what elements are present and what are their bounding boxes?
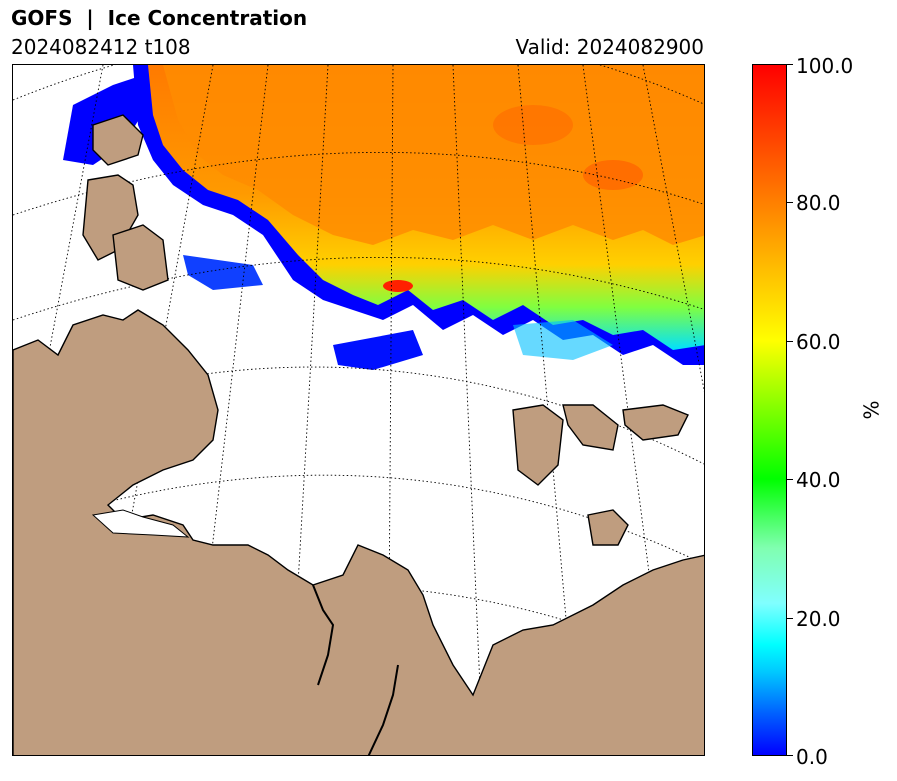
valid-time-label: Valid: 2024082900 (515, 35, 704, 59)
gulf-water (91, 509, 190, 538)
colorbar-tick (787, 341, 793, 342)
colorbar-tick (787, 202, 793, 203)
land-areas (13, 114, 704, 755)
colorbar-label-0: 0.0 (796, 745, 828, 769)
northwest-island (92, 114, 144, 166)
colorbar-unit-label: % (859, 400, 884, 420)
rivers (312, 584, 399, 755)
colorbar-label-20: 20.0 (796, 607, 841, 631)
map-title: GOFS | Ice Concentration (11, 6, 308, 30)
east-island-c (622, 404, 689, 441)
colorbar-label-100: 100.0 (796, 54, 854, 78)
east-island-d (587, 509, 629, 546)
run-time-label: 2024082412 t108 (11, 35, 191, 59)
colorbar-label-60: 60.0 (796, 330, 841, 354)
colorbar-label-80: 80.0 (796, 191, 841, 215)
east-island-a (512, 404, 564, 486)
mainland-island-b (112, 224, 169, 291)
mainland-coast (13, 309, 704, 755)
colorbar-tick (787, 64, 793, 65)
map-panel[interactable] (12, 64, 705, 756)
colorbar (752, 64, 787, 756)
colorbar-tick (787, 618, 793, 619)
colorbar-tick (787, 755, 793, 756)
east-island-b (562, 404, 619, 451)
colorbar-tick (787, 479, 793, 480)
colorbar-label-40: 40.0 (796, 468, 841, 492)
ice-concentration-field (63, 65, 704, 370)
